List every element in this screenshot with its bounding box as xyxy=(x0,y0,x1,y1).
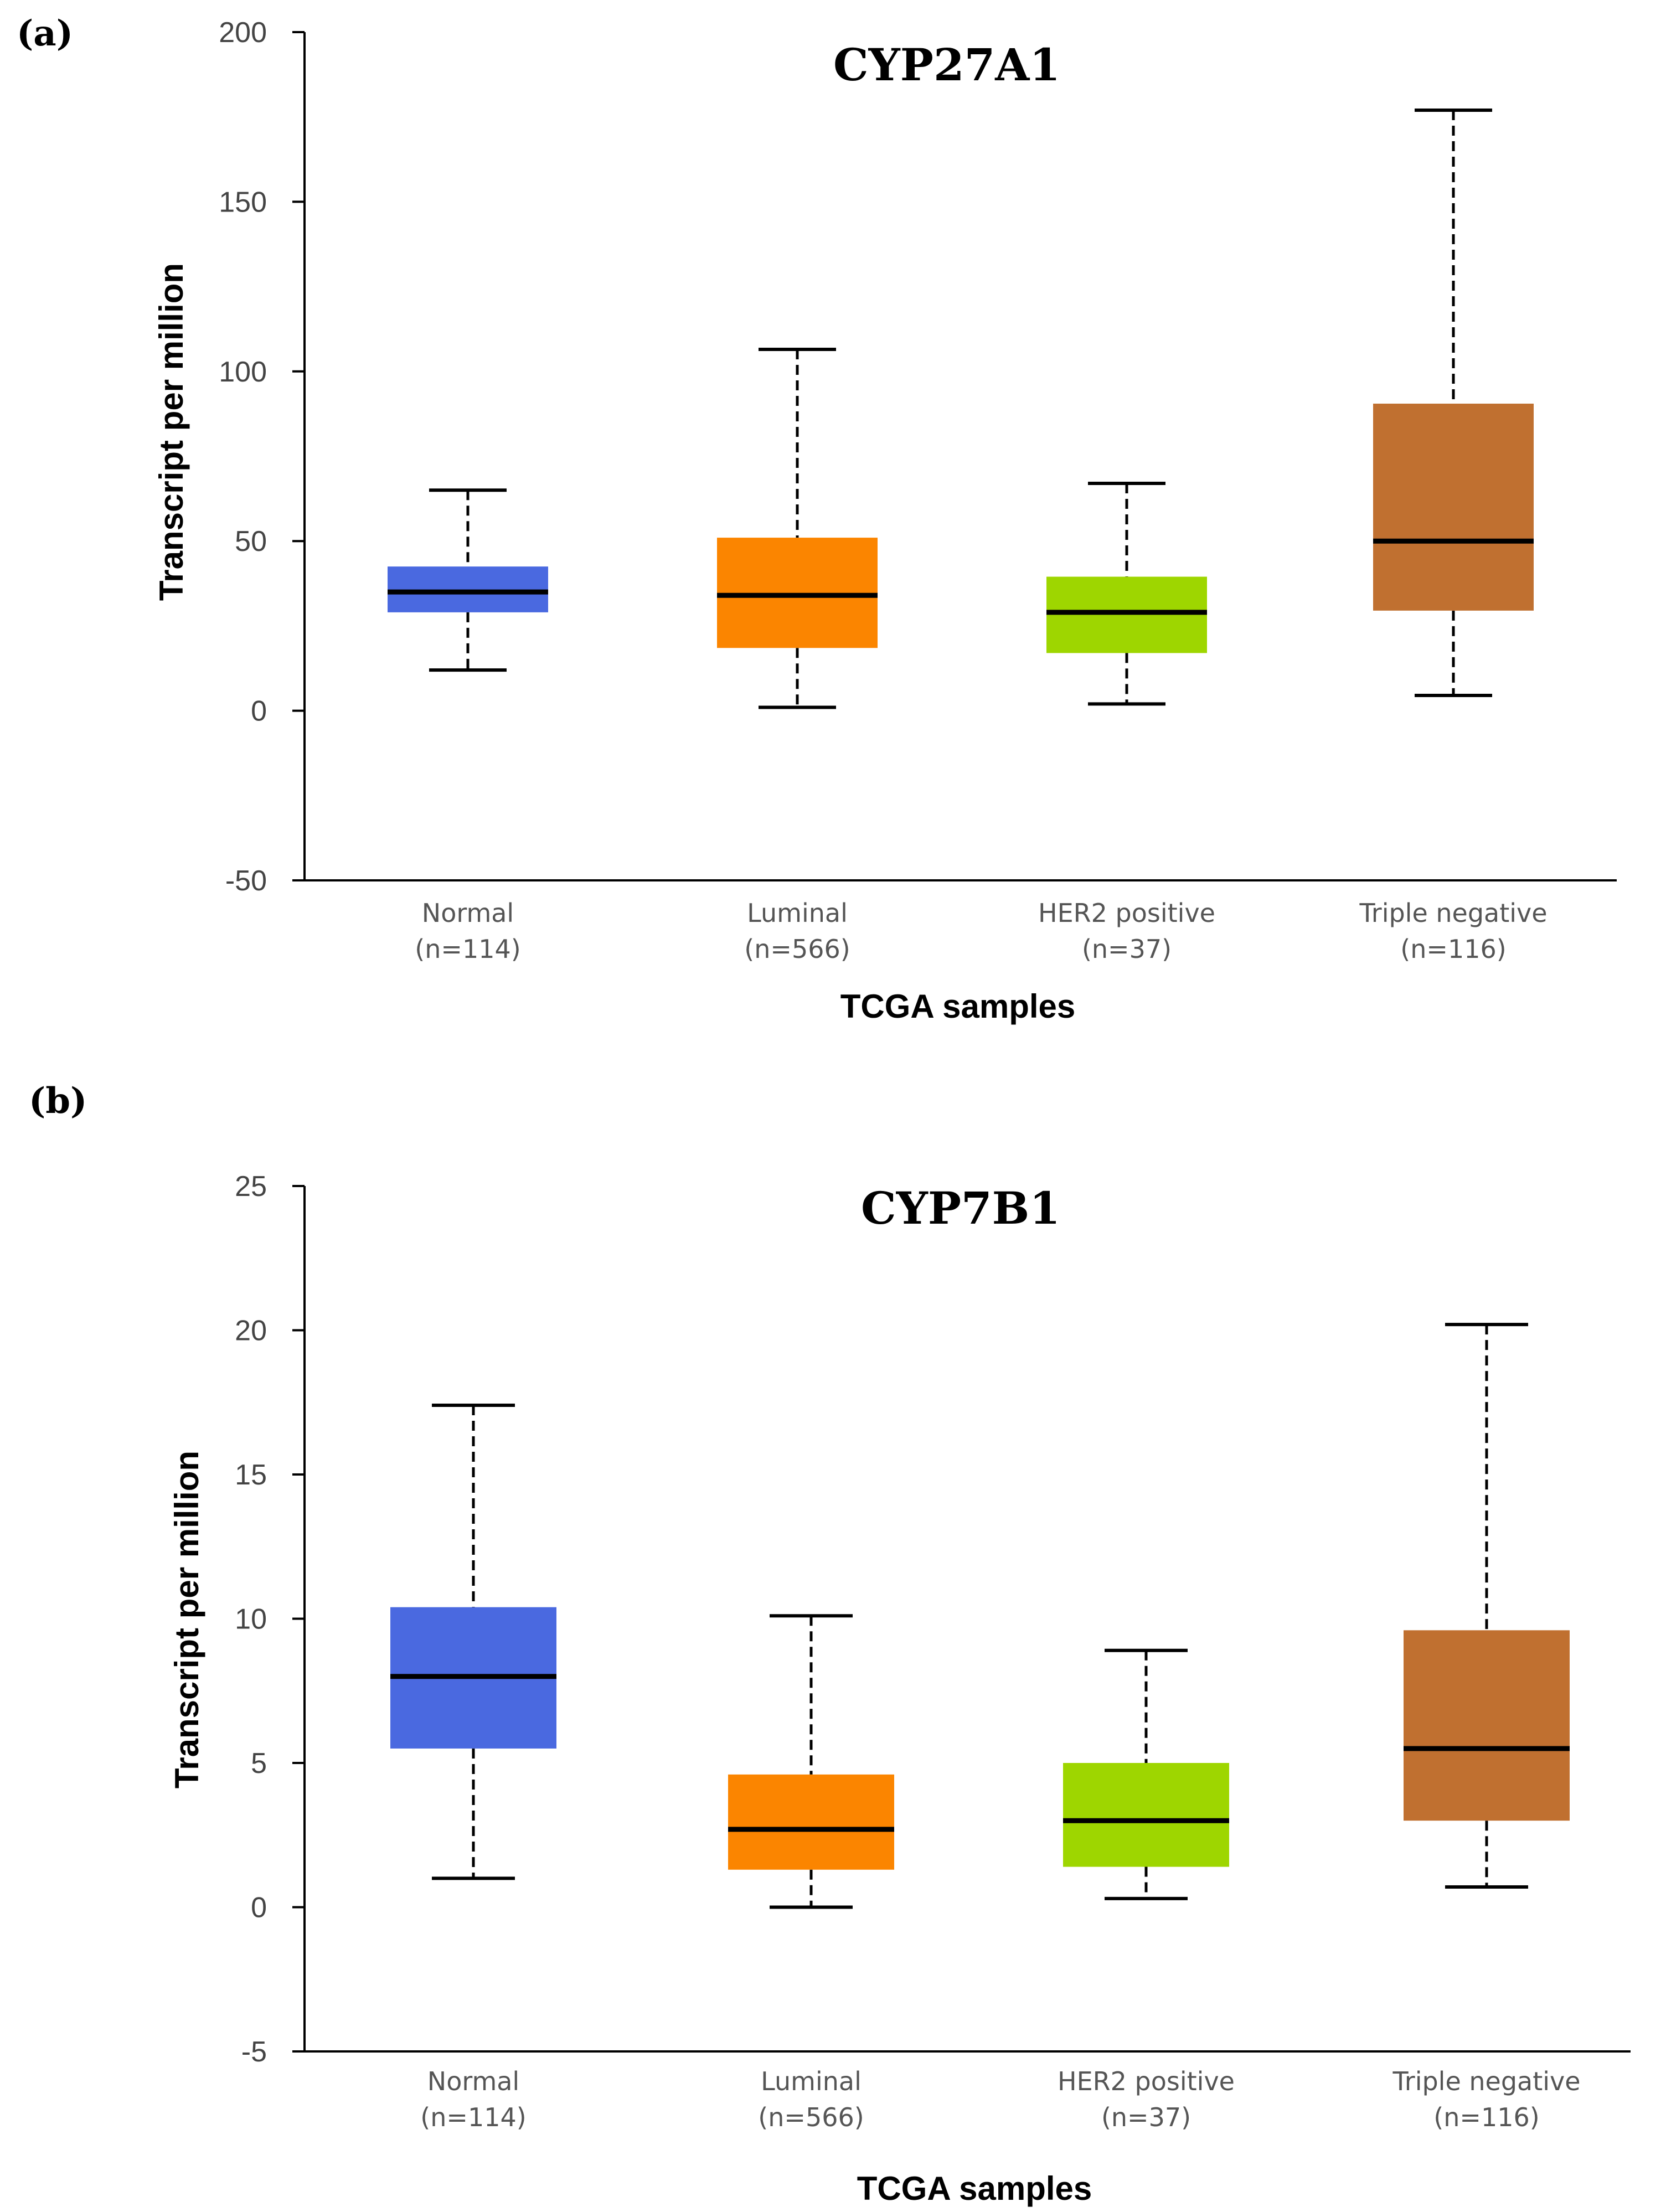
y-tick-label-a: -50 xyxy=(225,865,267,897)
panel-b: (b) CYP7B1 25 20 15 10 5 0 -5 Normal (n=114) Lum… xyxy=(29,1080,1631,2207)
sample-count-label: (n=566) xyxy=(744,934,850,964)
sample-count-label: (n=116) xyxy=(1433,2102,1539,2132)
boxes-a: Normal (n=114) Luminal (n=566) HER2 positive… xyxy=(388,108,1548,964)
sample-count-label: (n=566) xyxy=(758,2102,864,2132)
box-normal-a: Normal (n=114) xyxy=(388,488,548,964)
y-tick-label-a: 150 xyxy=(219,186,267,218)
axes-b: 25 20 15 10 5 0 -5 xyxy=(235,1171,1631,2068)
box-luminal-b: Luminal (n=566) xyxy=(728,1614,894,2132)
x-axis-title-b: TCGA samples xyxy=(857,2170,1092,2207)
category-label: Normal xyxy=(422,898,514,928)
y-tick-label-b: 25 xyxy=(235,1171,267,1203)
y-tick-label-a: 0 xyxy=(251,695,267,728)
iqr-box xyxy=(1063,1763,1229,1867)
y-tick-label-b: 5 xyxy=(251,1747,267,1780)
iqr-box xyxy=(1046,576,1207,653)
y-axis-title-b: Transcript per million xyxy=(168,1451,205,1788)
category-label: Triple negative xyxy=(1359,898,1547,928)
category-label: Triple negative xyxy=(1392,2066,1580,2096)
sample-count-label: (n=37) xyxy=(1101,2102,1191,2132)
box-triple-negative-a: Triple negative (n=116) xyxy=(1359,108,1548,964)
boxes-b: Normal (n=114) Luminal (n=566) HER2 positive… xyxy=(390,1323,1581,2132)
sample-count-label: (n=114) xyxy=(420,2102,526,2132)
iqr-box xyxy=(1404,1630,1570,1821)
box-her2-positive-b: HER2 positive (n=37) xyxy=(1058,1648,1235,2132)
panel-label-a: (a) xyxy=(17,13,73,54)
category-label: Luminal xyxy=(761,2066,862,2096)
iqr-box xyxy=(717,538,878,648)
axes-a: 200 150 100 50 0 -50 xyxy=(219,17,1617,897)
chart-title-a: CYP27A1 xyxy=(833,39,1060,91)
y-tick-label-a: 200 xyxy=(219,17,267,49)
y-tick-label-b: 0 xyxy=(251,1892,267,1924)
category-label: HER2 positive xyxy=(1038,898,1215,928)
sample-count-label: (n=37) xyxy=(1082,934,1172,964)
iqr-box xyxy=(388,566,548,612)
sample-count-label: (n=114) xyxy=(415,934,520,964)
x-axis-title-a: TCGA samples xyxy=(840,988,1076,1025)
y-axis-title-a: Transcript per million xyxy=(153,263,190,601)
y-tick-label-b: 10 xyxy=(235,1603,267,1636)
box-her2-positive-a: HER2 positive (n=37) xyxy=(1038,482,1215,964)
sample-count-label: (n=116) xyxy=(1400,934,1506,964)
y-tick-label-b: 15 xyxy=(235,1459,267,1491)
y-tick-label-b: 20 xyxy=(235,1315,267,1347)
iqr-box xyxy=(1373,404,1534,611)
category-label: Normal xyxy=(427,2066,519,2096)
iqr-box xyxy=(728,1774,894,1870)
panel-a: (a) CYP27A1 200 150 100 50 0 -50 Normal (n=114… xyxy=(17,13,1617,1025)
chart-title-b: CYP7B1 xyxy=(861,1182,1060,1234)
box-luminal-a: Luminal (n=566) xyxy=(717,347,878,964)
y-tick-label-a: 100 xyxy=(219,356,267,388)
y-tick-label-a: 50 xyxy=(235,525,267,558)
category-label: HER2 positive xyxy=(1058,2066,1235,2096)
panel-label-b: (b) xyxy=(29,1080,87,1122)
box-normal-b: Normal (n=114) xyxy=(390,1403,556,2132)
y-tick-label-b: -5 xyxy=(241,2036,267,2068)
category-label: Luminal xyxy=(747,898,848,928)
box-triple-negative-b: Triple negative (n=116) xyxy=(1392,1323,1581,2132)
